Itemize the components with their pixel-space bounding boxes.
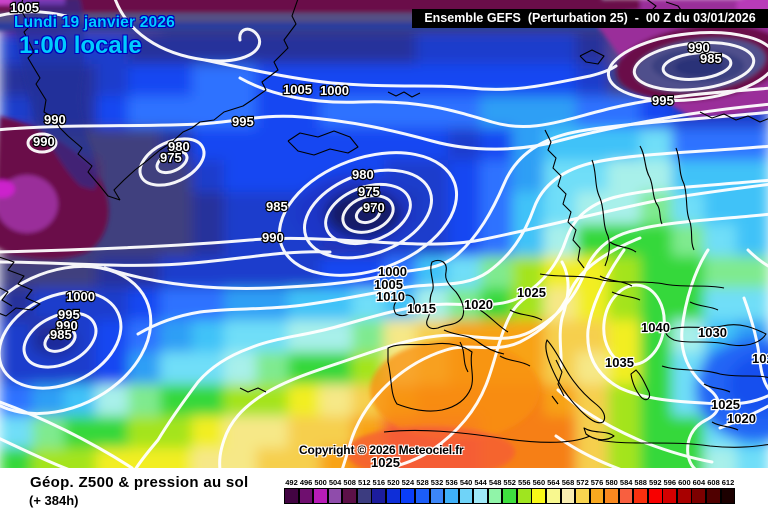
svg-text:990: 990 xyxy=(688,40,710,55)
svg-text:1005: 1005 xyxy=(374,277,403,292)
svg-text:985: 985 xyxy=(50,327,72,342)
svg-text:985: 985 xyxy=(266,199,288,214)
svg-text:1000: 1000 xyxy=(378,264,407,279)
svg-text:1005: 1005 xyxy=(10,0,39,15)
svg-text:1020: 1020 xyxy=(727,411,756,426)
svg-text:970: 970 xyxy=(363,200,385,215)
svg-text:1015: 1015 xyxy=(407,301,436,316)
svg-text:995: 995 xyxy=(58,307,80,322)
svg-text:995: 995 xyxy=(652,93,674,108)
svg-text:990: 990 xyxy=(33,134,55,149)
svg-text:1000: 1000 xyxy=(66,289,95,304)
svg-text:1035: 1035 xyxy=(605,355,634,370)
svg-text:990: 990 xyxy=(56,318,78,333)
svg-text:1010: 1010 xyxy=(376,289,405,304)
svg-text:980: 980 xyxy=(352,167,374,182)
svg-text:990: 990 xyxy=(262,230,284,245)
svg-text:995: 995 xyxy=(232,114,254,129)
svg-text:1000: 1000 xyxy=(320,83,349,98)
svg-text:1020: 1020 xyxy=(752,351,768,366)
svg-text:1025: 1025 xyxy=(371,455,400,468)
svg-text:1030: 1030 xyxy=(698,325,727,340)
svg-text:975: 975 xyxy=(358,184,380,199)
svg-text:975: 975 xyxy=(160,150,182,165)
svg-text:990: 990 xyxy=(44,112,66,127)
svg-text:1040: 1040 xyxy=(641,320,670,335)
svg-text:1025: 1025 xyxy=(517,285,546,300)
svg-text:1005: 1005 xyxy=(283,82,312,97)
svg-text:985: 985 xyxy=(700,51,722,66)
svg-text:1020: 1020 xyxy=(464,297,493,312)
svg-text:1025: 1025 xyxy=(711,397,740,412)
svg-text:980: 980 xyxy=(168,139,190,154)
